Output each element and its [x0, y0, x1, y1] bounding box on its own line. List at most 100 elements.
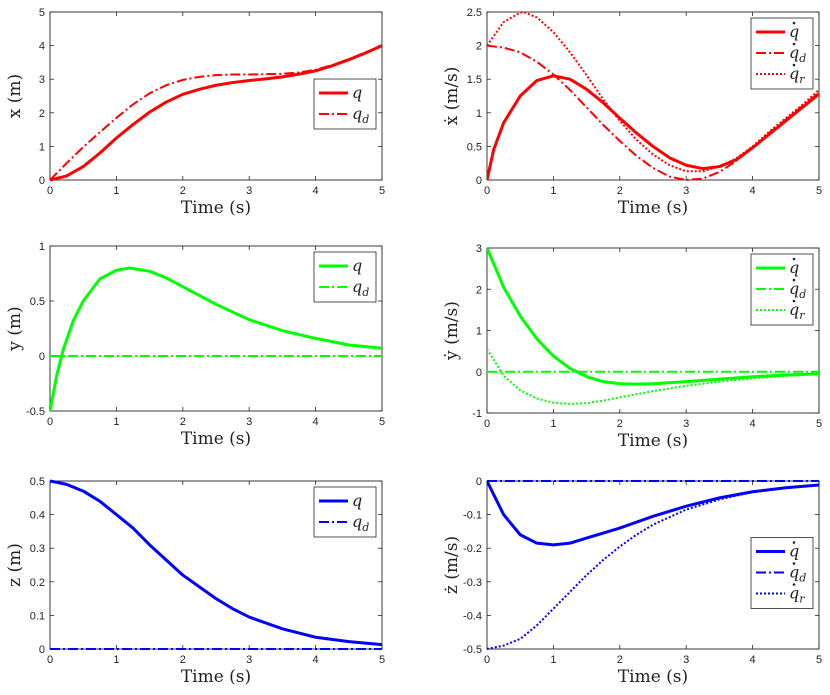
legend: qqd [313, 78, 377, 130]
legend-label: q [789, 22, 799, 41]
y-tick-label: -0.3 [463, 577, 482, 589]
x-tick-label: 2 [617, 418, 623, 430]
y-tick-label: 1 [39, 241, 45, 253]
series-line-q_dot_d [487, 44, 819, 181]
legend-label: q [789, 258, 799, 277]
y-axis-label: z (m) [5, 543, 25, 587]
subplot-x-pos: 0 1 2 3 4 5 0 1 2 3 4 5 Time (s) x (m) qqd [5, 7, 385, 218]
x-tick-label: 0 [484, 418, 490, 430]
y-tick-label: 0 [39, 644, 45, 656]
y-tick-label: 5 [39, 7, 45, 19]
x-tick-label: 2 [180, 654, 186, 666]
series-line-q_dot [487, 247, 819, 386]
legend-box [313, 486, 377, 538]
legend-dot [792, 63, 796, 67]
legend-dot [792, 42, 796, 46]
x-tick-label: 0 [47, 654, 53, 666]
y-tick-label: 2 [39, 108, 45, 120]
x-axis-label: Time (s) [181, 198, 251, 218]
y-tick-label: 0.2 [30, 577, 45, 589]
x-tick-label: 2 [617, 185, 623, 197]
y-tick-label: 0.1 [30, 610, 45, 622]
x-tick-label: 1 [550, 185, 556, 197]
x-tick-label: 5 [816, 654, 822, 666]
x-tick-label: 2 [617, 654, 623, 666]
x-tick-label: 2 [180, 185, 186, 197]
legend-box [313, 78, 377, 130]
x-tick-label: 5 [816, 418, 822, 430]
x-tick-label: 4 [313, 654, 319, 666]
y-tick-label: 0 [476, 476, 482, 488]
x-tick-label: 3 [683, 185, 689, 197]
x-tick-label: 4 [313, 416, 319, 428]
x-tick-label: 1 [113, 654, 119, 666]
y-tick-label: 0.3 [30, 543, 45, 555]
x-tick-label: 1 [113, 416, 119, 428]
y-tick-label: 1 [476, 108, 482, 120]
x-axis-label: Time (s) [618, 198, 688, 218]
y-tick-label: 0.5 [467, 141, 482, 153]
x-axis-label: Time (s) [181, 667, 251, 687]
legend-label: q [352, 491, 362, 510]
x-tick-label: 4 [750, 654, 756, 666]
x-tick-label: 3 [246, 654, 252, 666]
x-tick-label: 5 [816, 185, 822, 197]
legend-box [313, 251, 377, 303]
y-tick-label: 0 [476, 367, 482, 379]
y-tick-label: 3 [39, 74, 45, 86]
series-line-q_d [50, 45, 382, 181]
y-tick-label: -0.4 [463, 610, 482, 622]
y-tick-label: 0.4 [30, 510, 45, 522]
y-axis-label: ż (m/s) [442, 536, 462, 594]
x-axis-label: Time (s) [618, 431, 688, 451]
x-tick-label: 2 [180, 416, 186, 428]
x-tick-label: 1 [550, 654, 556, 666]
x-tick-label: 1 [113, 185, 119, 197]
legend-dot [792, 562, 796, 565]
y-tick-label: 0.5 [30, 476, 45, 488]
y-tick-label: 4 [39, 41, 45, 53]
x-tick-label: 5 [379, 416, 385, 428]
legend-dot [792, 541, 796, 544]
x-tick-label: 5 [379, 654, 385, 666]
x-tick-label: 0 [47, 416, 53, 428]
legend-dot [792, 257, 796, 261]
legend-dot [792, 583, 796, 586]
legend-label: q [789, 542, 799, 561]
y-tick-label: -0.1 [463, 510, 482, 522]
legend-dot [792, 278, 796, 282]
y-tick-label: 2 [476, 41, 482, 53]
x-tick-label: 5 [379, 185, 385, 197]
x-tick-label: 0 [484, 654, 490, 666]
x-tick-label: 3 [246, 416, 252, 428]
y-tick-label: 2 [476, 284, 482, 296]
x-tick-label: 0 [484, 185, 490, 197]
x-tick-label: 4 [313, 185, 319, 197]
y-tick-label: 1.5 [467, 74, 482, 86]
y-tick-label: -1 [472, 408, 482, 420]
y-axis-label: ẋ (m/s) [442, 67, 462, 126]
y-tick-label: 0.5 [30, 296, 45, 308]
x-tick-label: 3 [246, 185, 252, 197]
y-tick-label: -0.5 [463, 644, 482, 656]
x-axis-label: Time (s) [181, 429, 251, 449]
series-line-q_dot [487, 480, 819, 547]
legend: qqd [313, 251, 377, 303]
y-axis-label: ẏ (m/s) [442, 301, 462, 361]
x-tick-label: 4 [750, 418, 756, 430]
series-line-q_dot_r [487, 484, 819, 650]
x-tick-label: 0 [47, 185, 53, 197]
y-tick-label: 0 [39, 175, 45, 187]
y-axis-label: y (m) [5, 306, 25, 351]
y-tick-label: 1 [476, 326, 482, 338]
x-tick-label: 3 [683, 654, 689, 666]
x-tick-label: 4 [750, 185, 756, 197]
y-tick-label: 2.5 [467, 7, 482, 19]
subplot-z-vel: 0 1 2 3 4 5 -0.5 -0.4 -0.3 -0.2 -0.1 0 Time (s) ż (m/… [442, 476, 822, 687]
